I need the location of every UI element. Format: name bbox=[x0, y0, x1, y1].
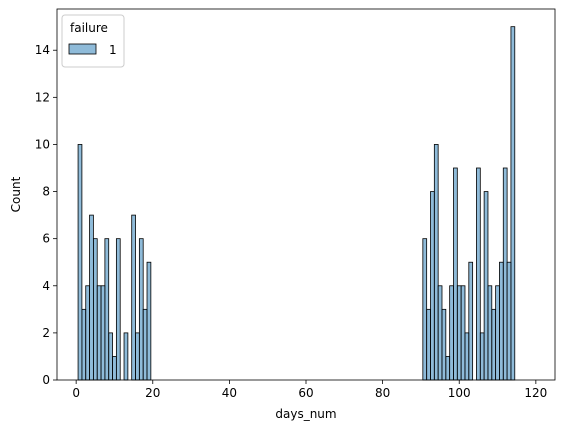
histogram-bar bbox=[483, 191, 489, 381]
histogram-bar bbox=[433, 144, 439, 381]
legend-swatch bbox=[68, 43, 97, 55]
histogram-bar bbox=[77, 144, 83, 381]
histogram-bar bbox=[92, 238, 98, 381]
histogram-bar bbox=[464, 332, 470, 381]
legend: failure 1 bbox=[61, 14, 125, 68]
histogram-bar bbox=[437, 285, 443, 381]
histogram-bar bbox=[426, 308, 431, 381]
x-tick-label: 80 bbox=[375, 386, 390, 400]
y-tick-label: 2 bbox=[42, 326, 50, 340]
histogram-bar bbox=[460, 285, 466, 381]
histogram-bar bbox=[510, 26, 516, 381]
y-tick-label: 0 bbox=[42, 373, 50, 387]
x-tick-label: 100 bbox=[448, 386, 471, 400]
histogram-bar bbox=[422, 238, 428, 381]
x-tick-label: 40 bbox=[222, 386, 237, 400]
histogram-bar bbox=[495, 285, 500, 381]
histogram-bar bbox=[506, 261, 512, 381]
histogram-bar bbox=[453, 167, 458, 381]
y-axis-label: Count bbox=[9, 176, 23, 212]
histogram-bar bbox=[115, 238, 121, 381]
histogram-bars bbox=[77, 26, 516, 381]
histogram-bar bbox=[112, 356, 117, 381]
histogram-bar bbox=[476, 167, 481, 381]
histogram-bar bbox=[449, 285, 454, 381]
histogram-bar bbox=[441, 308, 447, 381]
y-axis-ticks: 0 2 4 6 8 10 12 14 bbox=[35, 43, 57, 387]
histogram-bar bbox=[131, 214, 136, 381]
legend-title: failure bbox=[70, 21, 108, 35]
y-tick-label: 6 bbox=[42, 232, 50, 246]
x-tick-label: 20 bbox=[145, 386, 160, 400]
histogram-bar bbox=[108, 332, 113, 381]
x-axis-label: days_num bbox=[275, 407, 336, 421]
histogram-bar bbox=[135, 332, 140, 381]
y-tick-label: 12 bbox=[35, 90, 50, 104]
x-tick-label: 60 bbox=[298, 386, 313, 400]
histogram-bar bbox=[138, 238, 144, 381]
histogram-bar bbox=[491, 308, 497, 381]
histogram-bar bbox=[89, 214, 94, 381]
histogram-bar bbox=[100, 285, 106, 381]
histogram-bar bbox=[468, 261, 474, 381]
histogram-bar bbox=[499, 261, 504, 381]
histogram-bar bbox=[479, 332, 485, 381]
histogram-bar bbox=[146, 261, 152, 381]
histogram-bar bbox=[445, 356, 451, 381]
histogram-bar bbox=[142, 308, 148, 381]
y-tick-label: 14 bbox=[35, 43, 50, 57]
legend-entry-label: 1 bbox=[109, 43, 117, 57]
histogram-bar bbox=[123, 332, 129, 381]
y-tick-label: 10 bbox=[35, 137, 50, 151]
histogram-bar bbox=[104, 238, 110, 381]
x-tick-label: 0 bbox=[72, 386, 80, 400]
y-tick-label: 8 bbox=[42, 185, 50, 199]
histogram-bar bbox=[96, 285, 102, 381]
histogram-bar bbox=[456, 285, 462, 381]
histogram-bar bbox=[81, 308, 87, 381]
histogram-bar bbox=[430, 191, 435, 381]
x-tick-label: 120 bbox=[524, 386, 547, 400]
x-axis-ticks: 0 20 40 60 80 100 120 bbox=[72, 380, 547, 400]
y-tick-label: 4 bbox=[42, 279, 50, 293]
plot-frame bbox=[56, 8, 556, 381]
histogram-bar bbox=[502, 167, 508, 381]
histogram-bar bbox=[487, 285, 493, 381]
histogram-bar bbox=[85, 285, 90, 381]
